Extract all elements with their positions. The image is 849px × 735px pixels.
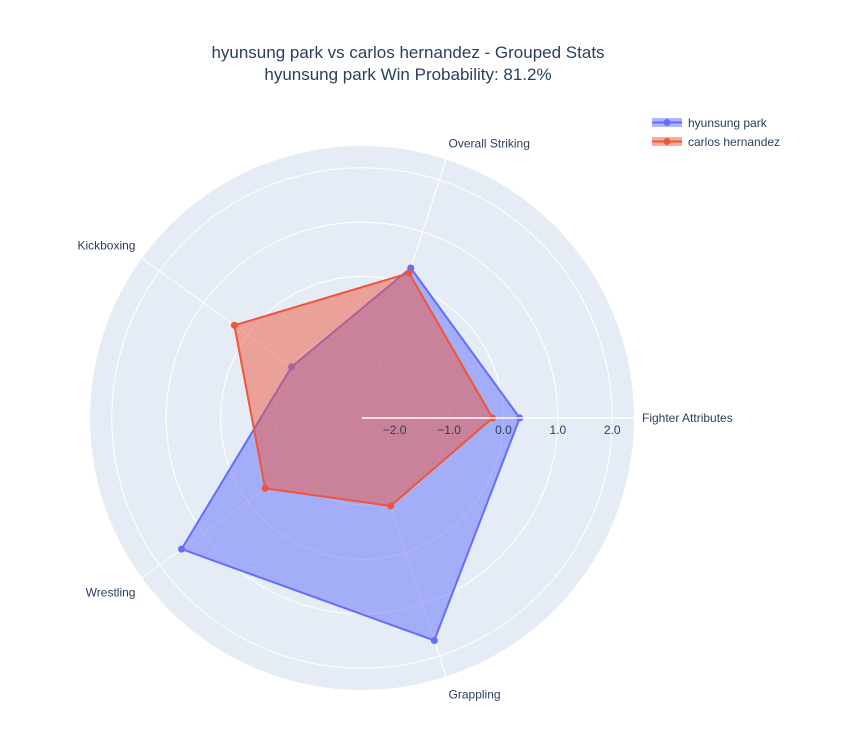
legend-marker: [663, 119, 671, 126]
series-layer: [178, 264, 524, 644]
radial-tick-label: −2.0: [383, 423, 407, 437]
radial-tick-label: −1.0: [437, 423, 461, 437]
data-point-wrestling[interactable]: [261, 484, 269, 492]
data-point-kickboxing[interactable]: [230, 321, 238, 329]
radial-ticks: −2.0 −1.0 0.0 1.0 2.0: [362, 417, 634, 437]
data-point-wrestling[interactable]: [178, 545, 186, 553]
legend-marker: [663, 138, 671, 145]
angular-label-grappling: Grappling: [449, 687, 501, 701]
angular-label-fighter-attributes: Fighter Attributes: [642, 411, 733, 425]
chart-title: hyunsung park vs carlos hernandez - Grou…: [211, 43, 604, 62]
data-point-overall-striking[interactable]: [405, 269, 413, 277]
data-point-grappling[interactable]: [430, 636, 438, 644]
angular-axis-labels: Fighter Attributes Overall Striking Kickbo…: [77, 137, 732, 702]
angular-label-wrestling: Wrestling: [86, 586, 136, 600]
radial-tick-label: 1.0: [549, 423, 566, 437]
radial-tick-label: 2.0: [604, 423, 621, 437]
legend-item-carlos-hernandez[interactable]: carlos hernandez: [652, 135, 780, 149]
angular-label-overall-striking: Overall Striking: [449, 137, 530, 151]
legend-label: hyunsung park: [688, 116, 768, 130]
angular-label-kickboxing: Kickboxing: [77, 238, 135, 252]
legend-label: carlos hernandez: [688, 135, 780, 149]
series-area: [233, 272, 494, 507]
radial-tick-label: 0.0: [495, 423, 512, 437]
legend: hyunsung park carlos hernandez: [652, 116, 780, 149]
series-carlos-hernandez: [230, 269, 497, 510]
data-point-grappling[interactable]: [387, 502, 395, 510]
legend-item-hyunsung-park[interactable]: hyunsung park: [652, 116, 768, 130]
chart-subtitle: hyunsung park Win Probability: 81.2%: [264, 65, 551, 84]
